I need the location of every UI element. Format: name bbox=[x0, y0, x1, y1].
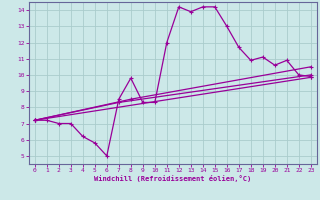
X-axis label: Windchill (Refroidissement éolien,°C): Windchill (Refroidissement éolien,°C) bbox=[94, 175, 252, 182]
